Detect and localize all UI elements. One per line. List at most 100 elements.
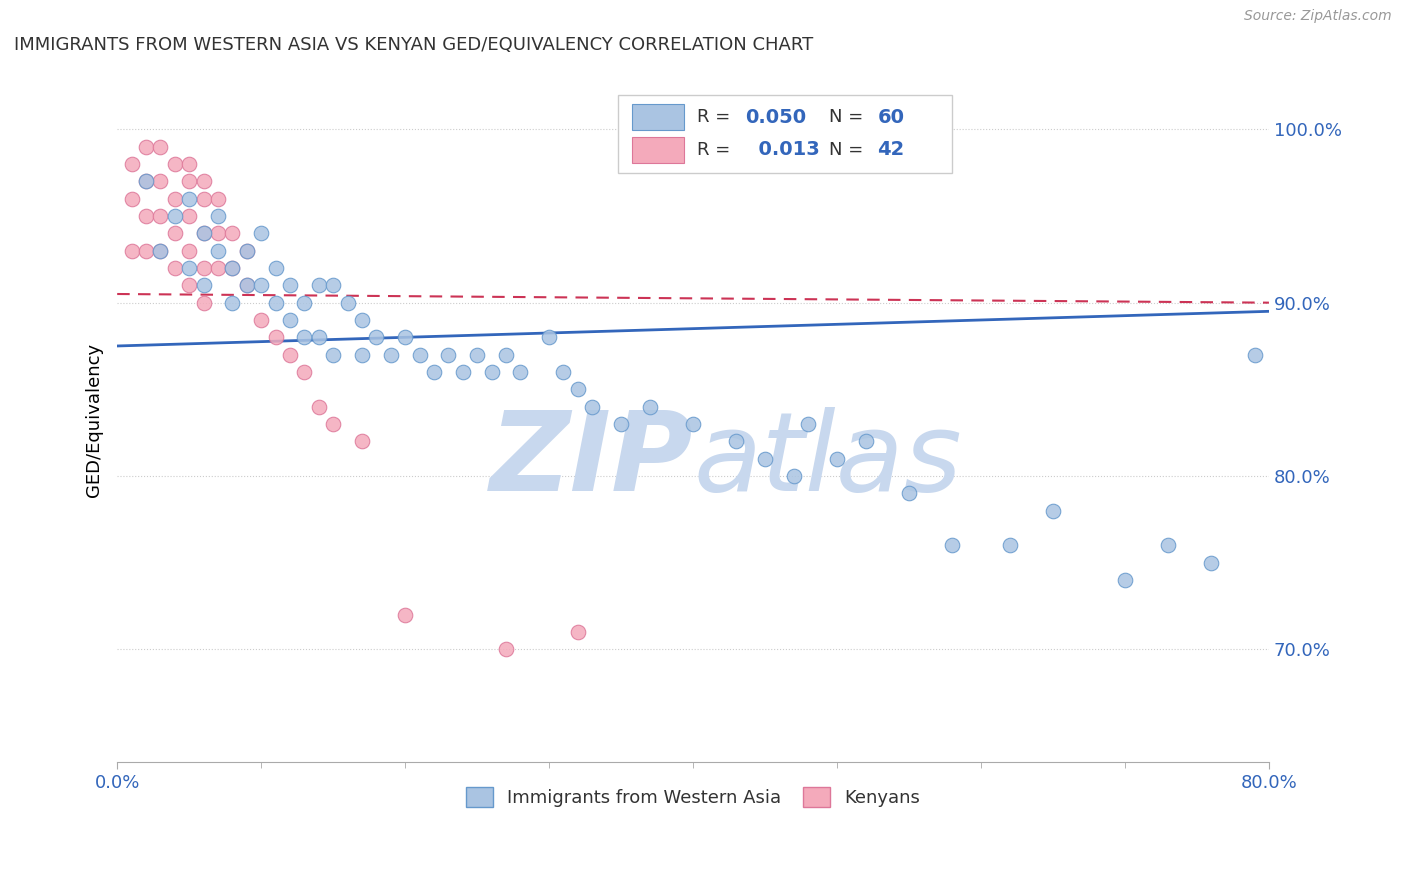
Point	[149, 174, 172, 188]
Point	[193, 278, 215, 293]
Point	[509, 365, 531, 379]
Text: Source: ZipAtlas.com: Source: ZipAtlas.com	[1244, 9, 1392, 23]
Point	[278, 348, 301, 362]
Point	[135, 140, 157, 154]
Point	[135, 209, 157, 223]
Point	[163, 209, 186, 223]
Point	[193, 227, 215, 241]
Point	[394, 607, 416, 622]
Point	[408, 348, 430, 362]
Point	[149, 209, 172, 223]
Point	[292, 365, 315, 379]
Text: 42: 42	[877, 140, 904, 160]
Point	[292, 295, 315, 310]
Point	[322, 348, 344, 362]
Text: IMMIGRANTS FROM WESTERN ASIA VS KENYAN GED/EQUIVALENCY CORRELATION CHART: IMMIGRANTS FROM WESTERN ASIA VS KENYAN G…	[14, 36, 813, 54]
Point	[163, 192, 186, 206]
Point	[553, 365, 575, 379]
FancyBboxPatch shape	[633, 104, 683, 130]
Point	[179, 157, 201, 171]
Point	[179, 260, 201, 275]
Point	[1243, 348, 1265, 362]
Point	[236, 244, 259, 258]
Point	[898, 486, 921, 500]
Point	[380, 348, 402, 362]
Legend: Immigrants from Western Asia, Kenyans: Immigrants from Western Asia, Kenyans	[458, 780, 928, 814]
Point	[121, 244, 143, 258]
Point	[250, 227, 273, 241]
Point	[135, 174, 157, 188]
Point	[451, 365, 474, 379]
Point	[207, 260, 229, 275]
Y-axis label: GED/Equivalency: GED/Equivalency	[86, 343, 103, 497]
Point	[193, 174, 215, 188]
Point	[322, 278, 344, 293]
Point	[179, 209, 201, 223]
Point	[783, 469, 806, 483]
Point	[163, 227, 186, 241]
Point	[610, 417, 633, 431]
Point	[308, 278, 330, 293]
Point	[322, 417, 344, 431]
Point	[221, 227, 243, 241]
Point	[825, 451, 848, 466]
Point	[1201, 556, 1223, 570]
Text: ZIP: ZIP	[489, 407, 693, 514]
Text: R =: R =	[696, 141, 735, 159]
Text: 0.050: 0.050	[745, 108, 806, 127]
Point	[336, 295, 359, 310]
Point	[121, 157, 143, 171]
Point	[221, 260, 243, 275]
Point	[163, 157, 186, 171]
Point	[754, 451, 776, 466]
Text: 0.013: 0.013	[745, 140, 820, 160]
Point	[121, 192, 143, 206]
Point	[193, 227, 215, 241]
Point	[465, 348, 488, 362]
Point	[998, 538, 1021, 552]
Point	[538, 330, 561, 344]
Point	[495, 642, 517, 657]
Point	[437, 348, 460, 362]
Point	[135, 174, 157, 188]
Point	[207, 227, 229, 241]
Point	[855, 434, 877, 449]
FancyBboxPatch shape	[619, 95, 952, 173]
Point	[149, 140, 172, 154]
Point	[163, 260, 186, 275]
Point	[308, 330, 330, 344]
Point	[682, 417, 704, 431]
Point	[193, 260, 215, 275]
Point	[638, 400, 661, 414]
Point	[221, 260, 243, 275]
Point	[179, 278, 201, 293]
Point	[308, 400, 330, 414]
Point	[250, 313, 273, 327]
Text: N =: N =	[830, 108, 869, 126]
Point	[135, 244, 157, 258]
Point	[221, 295, 243, 310]
Point	[149, 244, 172, 258]
Point	[179, 244, 201, 258]
FancyBboxPatch shape	[633, 137, 683, 163]
Point	[350, 348, 373, 362]
Point	[797, 417, 820, 431]
Point	[193, 192, 215, 206]
Point	[207, 244, 229, 258]
Point	[1157, 538, 1180, 552]
Text: 60: 60	[877, 108, 904, 127]
Point	[207, 209, 229, 223]
Point	[394, 330, 416, 344]
Point	[278, 313, 301, 327]
Point	[567, 382, 589, 396]
Point	[264, 295, 287, 310]
Point	[179, 174, 201, 188]
Point	[264, 330, 287, 344]
Point	[495, 348, 517, 362]
Point	[236, 278, 259, 293]
Text: R =: R =	[696, 108, 735, 126]
Point	[179, 192, 201, 206]
Point	[423, 365, 446, 379]
Point	[1114, 573, 1136, 587]
Point	[350, 313, 373, 327]
